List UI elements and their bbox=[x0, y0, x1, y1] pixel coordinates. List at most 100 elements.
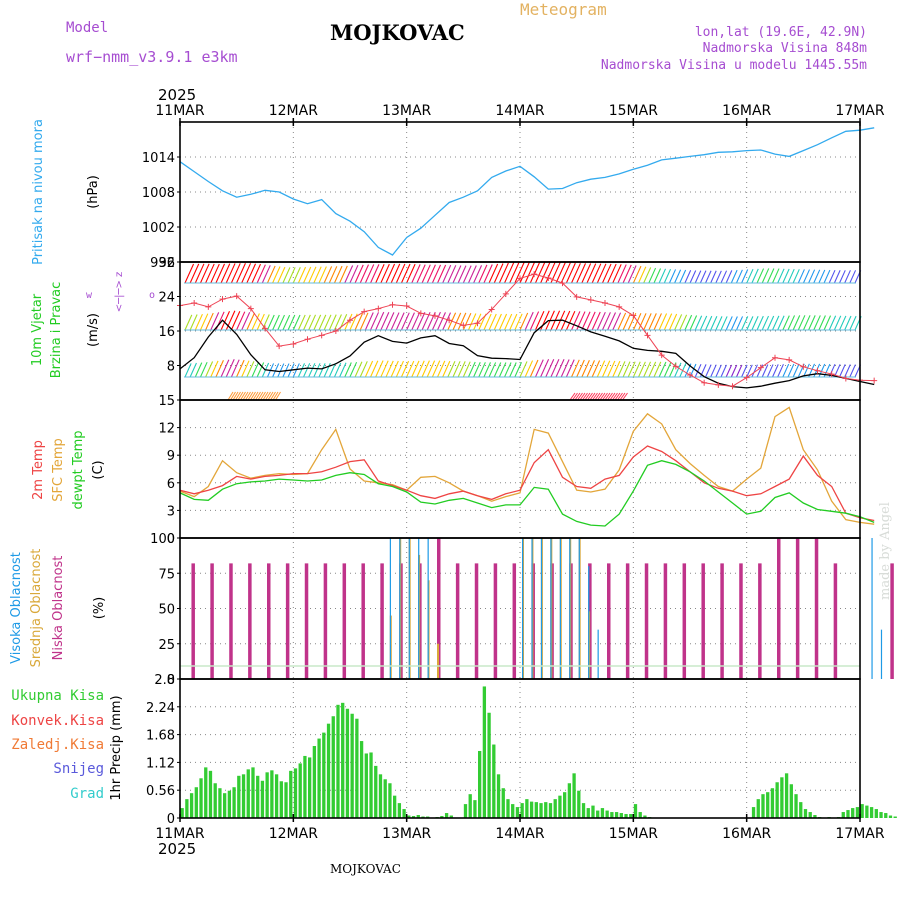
wind-gust-marker bbox=[729, 383, 736, 390]
wind-barb bbox=[478, 362, 486, 378]
wind-barb bbox=[849, 270, 857, 284]
precip-total-bar bbox=[501, 788, 505, 818]
wind-barb bbox=[318, 266, 327, 284]
wind-barb bbox=[194, 313, 203, 331]
meteogram-label: Meteogram bbox=[520, 0, 607, 19]
wind-barb bbox=[328, 314, 337, 331]
y-tick-label: 2.8 bbox=[154, 673, 175, 688]
cloud-unit-label: (%) bbox=[92, 597, 107, 620]
wind-gust-marker bbox=[559, 280, 566, 287]
precip-total-bar bbox=[572, 773, 576, 818]
wind-barb bbox=[823, 269, 831, 284]
wind-barb bbox=[359, 264, 370, 284]
wind-barb bbox=[421, 264, 431, 284]
cloud-high-bar bbox=[361, 563, 365, 679]
y-tick-label: 0 bbox=[167, 673, 175, 688]
wind-barb bbox=[375, 264, 385, 284]
wind-barb bbox=[395, 312, 405, 331]
wind-barb bbox=[277, 314, 285, 331]
cloud-high-bar bbox=[833, 563, 838, 679]
wind-barb bbox=[534, 261, 546, 284]
wind-dir-key: <─|─> z bbox=[114, 272, 125, 313]
wind-barb bbox=[545, 359, 555, 378]
wind-gust-marker bbox=[687, 371, 693, 378]
y-tick-label: 0.56 bbox=[146, 784, 175, 799]
wind-barb bbox=[617, 361, 626, 378]
dewpoint-axis-title: dewpt Temp bbox=[71, 430, 86, 509]
wind-barb bbox=[782, 363, 790, 378]
wind-barb bbox=[473, 265, 483, 284]
precip-legend-0: Ukupna Kisa bbox=[11, 688, 104, 704]
wind-barb bbox=[344, 362, 352, 378]
wind-barb bbox=[648, 267, 657, 284]
wind-barb bbox=[777, 268, 785, 284]
wind-barb bbox=[184, 263, 195, 284]
wind-barb bbox=[318, 314, 327, 331]
wind-barb bbox=[534, 359, 544, 378]
wind-barb bbox=[359, 312, 369, 331]
wind-barb bbox=[751, 268, 759, 284]
precip-total-bar bbox=[213, 783, 217, 818]
wind-barb bbox=[715, 364, 722, 378]
wind-barb bbox=[237, 391, 244, 401]
cloud-high-bar bbox=[720, 563, 724, 679]
precip-total-bar bbox=[879, 812, 883, 818]
wind-barb bbox=[617, 264, 627, 284]
cloud-low-bar bbox=[522, 538, 524, 679]
wind-barb bbox=[756, 268, 765, 284]
wind-barb bbox=[668, 362, 677, 378]
precip-total-bar bbox=[855, 807, 860, 818]
y-tick-label: 75 bbox=[158, 567, 175, 582]
cloud-high-bar bbox=[795, 538, 800, 679]
wind-barb bbox=[504, 313, 513, 331]
wind-barb bbox=[287, 267, 296, 284]
wind-barb bbox=[493, 263, 504, 284]
wind-barb bbox=[390, 312, 400, 331]
wind-barb bbox=[297, 266, 307, 284]
wind-gust-marker bbox=[233, 293, 240, 300]
temp-2m-line bbox=[179, 445, 875, 522]
precip-total-bar bbox=[766, 792, 770, 818]
wind-barb bbox=[571, 359, 580, 378]
cloud-high-bar bbox=[493, 563, 498, 679]
wind-barb bbox=[262, 391, 269, 401]
wind-barb bbox=[437, 312, 446, 331]
wind-barb bbox=[265, 391, 271, 401]
wind-barb bbox=[777, 363, 784, 378]
cloud-high-bar bbox=[890, 563, 894, 679]
wind-barb bbox=[658, 313, 668, 331]
wind-barb bbox=[782, 268, 790, 284]
precip-total-bar bbox=[308, 757, 312, 818]
wind-barb bbox=[607, 360, 616, 378]
wind-barb bbox=[828, 269, 836, 284]
precip-total-bar bbox=[784, 773, 789, 818]
wind-gust-marker bbox=[502, 290, 509, 297]
wind-barb bbox=[205, 312, 214, 331]
wind-barb bbox=[241, 263, 252, 284]
wind-barb bbox=[260, 391, 266, 401]
wind-barb bbox=[746, 316, 754, 331]
y-tick-label: 8 bbox=[167, 360, 175, 375]
wind-barb bbox=[251, 313, 260, 331]
y-tick-label: 32 bbox=[158, 256, 175, 271]
wind-barb bbox=[498, 262, 509, 284]
wind-barb bbox=[612, 312, 622, 331]
precip-total-bar bbox=[407, 815, 411, 818]
precip-total-bar bbox=[577, 790, 581, 818]
wind-barb bbox=[240, 391, 246, 401]
wind-barb bbox=[406, 360, 415, 378]
wind-barb bbox=[730, 316, 738, 331]
precip-total-bar bbox=[359, 741, 364, 818]
precip-total-bar bbox=[199, 778, 203, 818]
wind-barb bbox=[452, 265, 462, 284]
x-tick-label-top: 17MAR bbox=[835, 103, 884, 119]
wind-gust-marker bbox=[191, 299, 198, 306]
x-tick-label-top: 12MAR bbox=[269, 103, 318, 119]
wind-barb bbox=[751, 364, 758, 378]
footer-station: MOJKOVAC bbox=[330, 862, 401, 876]
wind-barb bbox=[509, 362, 517, 378]
wind-barb bbox=[587, 392, 593, 401]
y-tick-label: 16 bbox=[158, 325, 175, 340]
wind-barb bbox=[730, 364, 738, 378]
wind-barb bbox=[370, 312, 380, 331]
